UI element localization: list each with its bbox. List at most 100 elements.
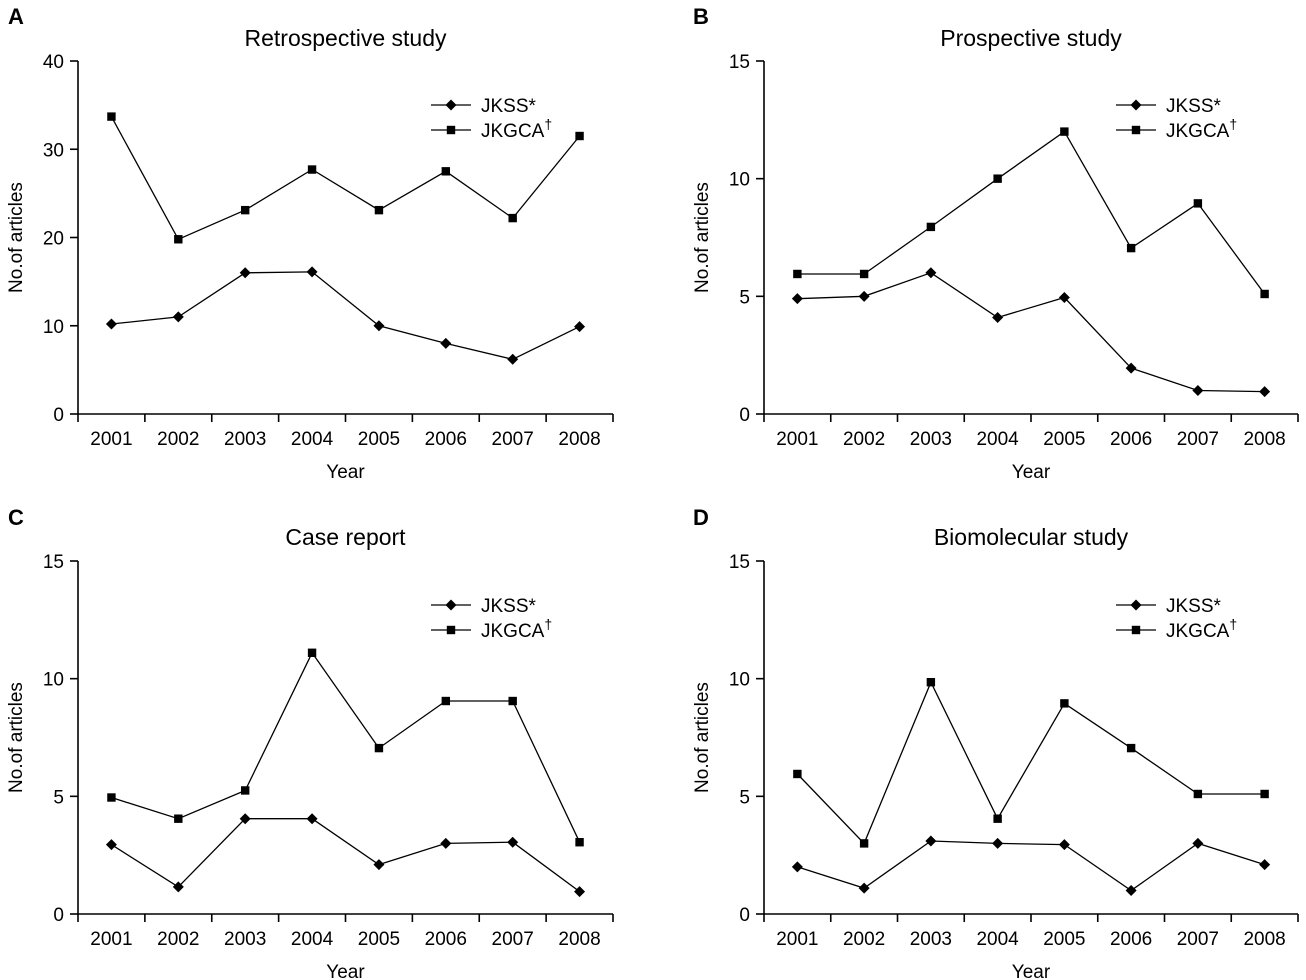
series-line (110, 116, 581, 241)
y-tick-label: 10 (43, 317, 64, 338)
series-line (111, 271, 580, 360)
chart-title: Prospective study (940, 25, 1122, 51)
x-tick-label: 2004 (291, 429, 334, 450)
data-point-diamond (858, 290, 870, 302)
data-point-diamond (1125, 884, 1137, 896)
panel-letter: D (693, 505, 709, 530)
data-point-diamond (507, 353, 519, 365)
legend: JKSS*JKGCA† (1116, 596, 1237, 642)
data-point-diamond (105, 839, 117, 851)
legend-marker-diamond (445, 99, 457, 111)
legend-label: JKSS* (1166, 96, 1222, 117)
x-tick-label: 2002 (843, 429, 885, 450)
x-tick-label: 2001 (90, 429, 132, 450)
data-point-diamond (373, 320, 385, 332)
data-point-square (859, 269, 869, 279)
data-point-diamond (373, 859, 385, 871)
legend-marker-square (1131, 625, 1141, 635)
data-point-square (441, 167, 451, 176)
x-tick-label: 2006 (1110, 429, 1152, 450)
data-point-diamond (1259, 386, 1271, 398)
data-point-square (1126, 243, 1136, 253)
chart-panel-b: B Prospective study 0 5 10 15 2001 2002 2003 2004… (692, 4, 1299, 483)
y-tick-label: 20 (43, 229, 64, 250)
y-axis-title: No.of articles (692, 182, 713, 293)
panel-letter: B (693, 4, 709, 29)
chart-panel-a: A Retrospective study 0 10 20 30 40 2001 2002 200… (6, 4, 614, 483)
series-line (796, 680, 1265, 845)
data-point-diamond (1192, 837, 1204, 849)
legend-label-dagger: † (544, 616, 552, 632)
x-axis-title: Year (326, 462, 365, 483)
series-line (797, 130, 1266, 295)
data-point-square (374, 743, 384, 753)
data-point-diamond (574, 321, 586, 333)
data-point-square (859, 839, 869, 848)
legend-label: JKSS* (1166, 596, 1222, 617)
data-point-diamond (172, 311, 184, 323)
data-point-square (174, 814, 183, 823)
chart-title: Retrospective study (245, 25, 447, 51)
data-point-diamond (507, 836, 519, 848)
data-point-square (307, 648, 317, 657)
x-axis-title: Year (1012, 462, 1051, 483)
data-point-square (1260, 289, 1269, 299)
data-point-square (1260, 789, 1269, 799)
y-tick-label: 5 (739, 287, 750, 308)
legend-marker-diamond (1130, 599, 1142, 611)
x-tick-label: 2004 (291, 929, 334, 950)
x-tick-label: 2008 (1243, 429, 1285, 450)
y-tick-label: 0 (739, 905, 750, 926)
x-tick-label: 2002 (157, 929, 199, 950)
x-tick-label: 2007 (1177, 429, 1219, 450)
data-point-diamond (1058, 839, 1070, 851)
series-line (111, 651, 581, 843)
y-tick-label: 40 (43, 52, 64, 73)
legend-marker-diamond (1130, 99, 1142, 111)
x-tick-label: 2008 (558, 429, 600, 450)
x-tick-label: 2004 (976, 429, 1019, 450)
series-line (797, 840, 1265, 892)
data-point-square (926, 677, 936, 687)
data-point-square (1060, 699, 1069, 708)
chart-title: Biomolecular study (934, 524, 1129, 550)
x-tick-label: 2008 (1243, 929, 1285, 950)
x-tick-label: 2007 (1177, 929, 1219, 950)
legend-label-dagger: † (1229, 616, 1237, 632)
x-tick-label: 2005 (1043, 929, 1085, 950)
y-tick-label: 15 (43, 552, 64, 573)
chart-title: Case report (285, 524, 406, 550)
y-tick-label: 0 (53, 905, 64, 926)
legend-label-base: JKGCA (481, 121, 545, 142)
data-point-diamond (791, 861, 803, 873)
data-point-square (174, 235, 183, 244)
x-tick-label: 2006 (425, 929, 467, 950)
x-tick-label: 2002 (157, 429, 199, 450)
data-point-diamond (574, 886, 586, 898)
legend: JKSS*JKGCA† (431, 596, 552, 642)
legend-marker-diamond (445, 599, 457, 611)
panel-letter: C (8, 505, 24, 530)
y-tick-label: 0 (739, 405, 750, 426)
data-point-diamond (440, 837, 452, 849)
legend-label-base: JKGCA (1166, 121, 1230, 142)
data-point-square (441, 696, 451, 706)
x-tick-label: 2005 (358, 429, 400, 450)
x-tick-label: 2005 (1043, 429, 1085, 450)
data-point-diamond (925, 267, 937, 279)
x-tick-label: 2007 (492, 929, 534, 950)
data-point-diamond (1192, 384, 1204, 396)
data-point-square (926, 222, 936, 232)
y-tick-label: 10 (43, 670, 64, 691)
data-point-diamond (239, 267, 251, 279)
data-point-square (793, 769, 802, 779)
legend-label-base: JKGCA (1166, 621, 1230, 642)
x-tick-label: 2003 (224, 429, 266, 450)
legend-label: JKGCA† (1166, 616, 1237, 642)
x-tick-label: 2001 (90, 929, 132, 950)
data-point-diamond (925, 835, 937, 847)
data-point-square (240, 786, 250, 795)
data-point-square (1193, 199, 1203, 208)
panel-letter: A (8, 4, 24, 29)
